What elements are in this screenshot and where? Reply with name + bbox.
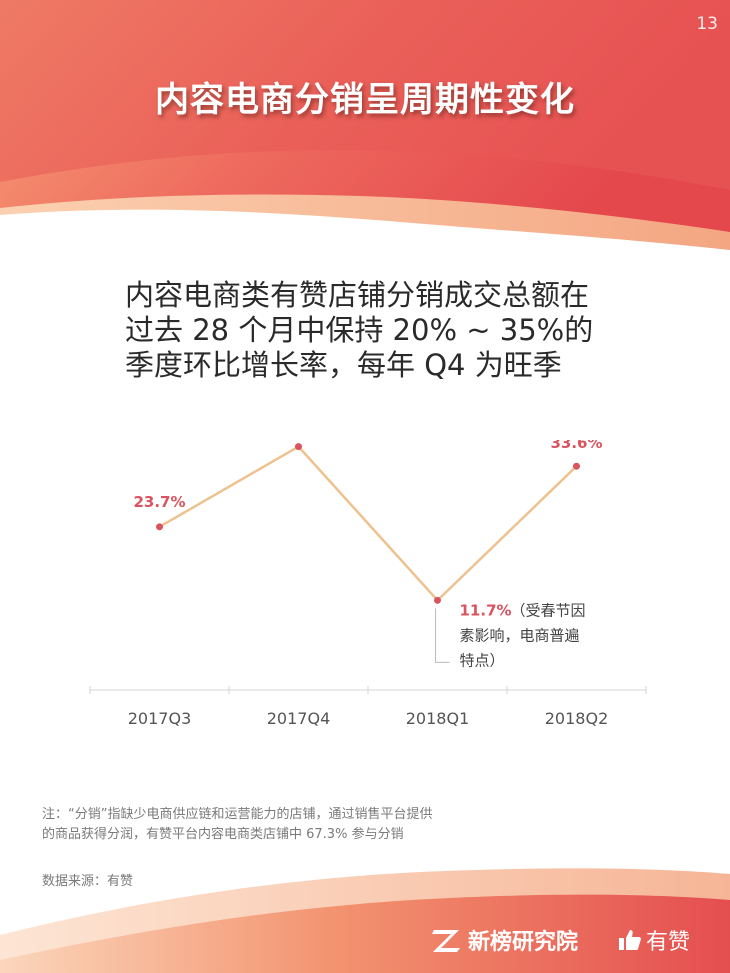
headline: 内容电商类有赞店铺分销成交总额在 过去 28 个月中保持 20% ~ 35%的 … [125,278,625,383]
headline-line: 过去 28 个月中保持 20% ~ 35%的 [125,313,594,347]
xinbang-logo: 新榜研究院 [432,923,578,957]
data-point [434,596,441,604]
page-title: 内容电商分销呈周期性变化 [155,80,575,120]
footer-wave [0,894,730,973]
data-point [295,443,302,451]
line-chart: 2017Q32017Q42018Q12018Q223.7%36.8%11.7%3… [89,440,647,728]
series-line [158,445,578,603]
data-label: 33.6% [550,440,602,452]
annotation-text: （受春节因 [511,601,586,619]
footnote-line: 注：“分销”指缺少电商供应链和运营能力的店铺，通过销售平台提供 [42,807,433,822]
page-number: 13 [696,14,718,34]
headline-line: 内容电商类有赞店铺分销成交总额在 [125,278,590,312]
headline-line: 季度环比增长率，每年 Q4 为旺季 [125,348,562,382]
data-point [573,462,580,470]
xinbang-logo-text: 新榜研究院 [468,930,579,955]
x-tick-label: 2018Q1 [406,709,470,728]
footnote: 注：“分销”指缺少电商供应链和运营能力的店铺，通过销售平台提供 的商品获得分润，… [42,805,512,845]
xinbang-z-icon [432,930,460,952]
annotation-text: 特点） [460,651,505,669]
data-label: 11.7% [460,601,512,619]
data-source: 数据来源：有赞 [42,874,134,889]
data-point [156,523,163,531]
x-tick-label: 2017Q4 [267,709,331,728]
header-wave-inner [0,0,730,190]
youzan-logo: 有赞 [618,923,690,957]
data-label: 23.7% [133,493,185,511]
youzan-logo-text: 有赞 [646,930,691,955]
annotation-text: 素影响，电商普遍 [460,626,580,644]
footnote-line: 的商品获得分润，有赞平台内容电商类店铺中 67.3% 参与分销 [42,827,404,842]
thumbs-up-icon [619,930,641,950]
annotation-bracket [435,608,450,663]
x-tick-label: 2017Q3 [128,709,192,728]
x-tick-label: 2018Q2 [545,709,609,728]
